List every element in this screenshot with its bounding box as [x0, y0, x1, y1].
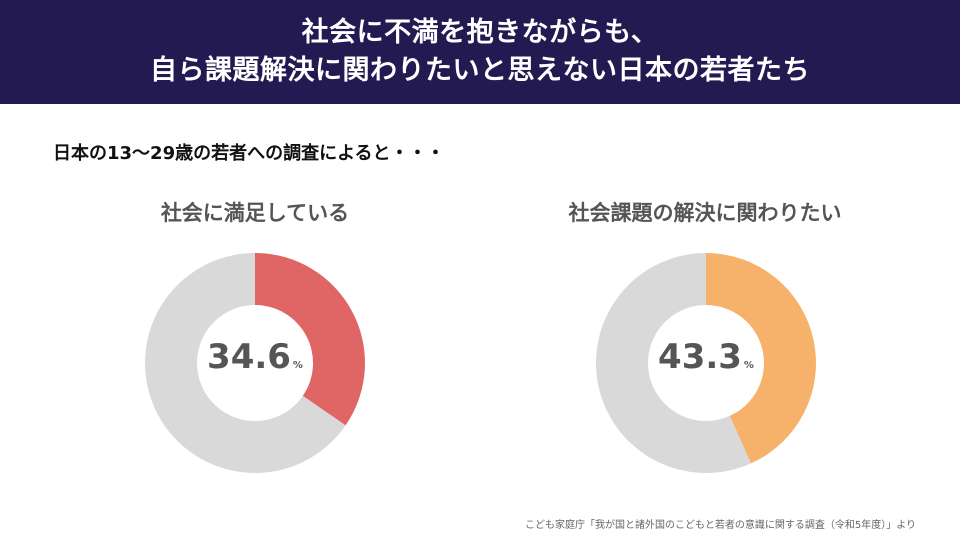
donut-chart-involvement	[596, 253, 816, 473]
donut-slice-value	[706, 253, 816, 464]
donut-center-label-satisfied: 34.6 %	[175, 337, 335, 387]
donut-center-label-involvement: 43.3 %	[626, 337, 786, 387]
center-value: 34.6	[207, 337, 291, 377]
header-title-line-2: 自ら課題解決に関わりたいと思えない日本の若者たち	[150, 55, 810, 86]
center-unit: %	[292, 360, 303, 371]
center-value: 43.3	[658, 337, 742, 377]
donut-slice-value	[255, 253, 365, 426]
slide-header: 社会に不満を抱きながらも、 自ら課題解決に関わりたいと思えない日本の若者たち	[0, 0, 960, 104]
source-citation: こども家庭庁「我が国と諸外国のこどもと若者の意識に関する調査（令和5年度）」より	[525, 520, 916, 531]
donut-chart-satisfied	[145, 253, 365, 473]
header-title-line-1: 社会に不満を抱きながらも、	[301, 17, 659, 48]
chart-title-involvement: 社会課題の解決に関わりたい	[568, 201, 842, 225]
donut-slice-remainder	[596, 253, 751, 473]
intro-text: 日本の13〜29歳の若者への調査によると・・・	[53, 143, 445, 164]
donut-slice-remainder	[145, 253, 346, 473]
center-unit: %	[743, 360, 754, 371]
chart-title-satisfied: 社会に満足している	[160, 201, 350, 225]
